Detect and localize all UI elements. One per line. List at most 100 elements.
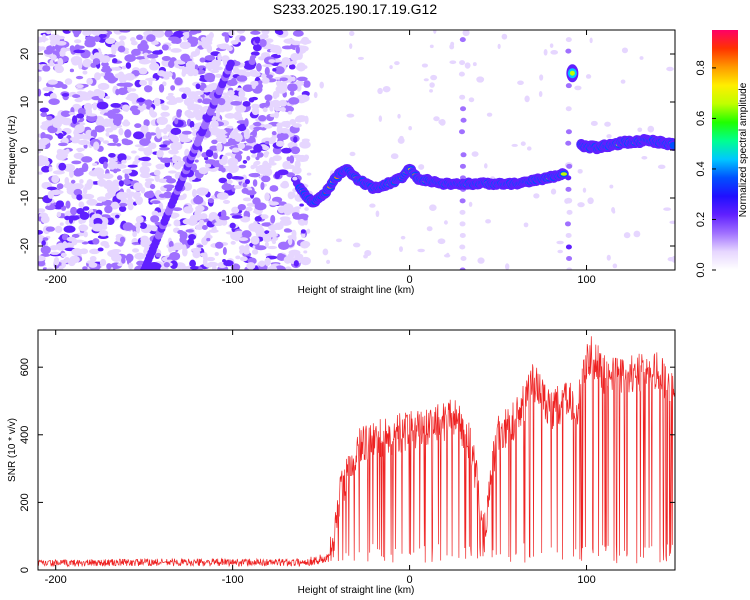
spectral-blob — [418, 164, 425, 170]
spectral-blob — [400, 235, 406, 240]
spectral-blob — [158, 178, 169, 184]
spectral-blob — [73, 31, 80, 38]
x-tick-label: -200 — [45, 574, 67, 586]
spectral-blob — [429, 44, 434, 49]
spectral-blob — [272, 155, 282, 162]
spectral-blob — [236, 30, 246, 34]
x-tick-label: -200 — [45, 274, 67, 286]
spectral-blob — [179, 231, 188, 241]
spectral-blob — [107, 161, 119, 170]
y-tick-label: 0 — [19, 567, 31, 573]
spectral-blob — [56, 40, 67, 46]
spectral-blob — [145, 131, 152, 141]
spectral-blob — [168, 170, 177, 174]
spectral-blob — [93, 223, 103, 227]
spectral-blob — [93, 35, 101, 42]
spectral-blob — [251, 80, 259, 87]
spectral-blob — [165, 124, 172, 132]
spectral-blob — [241, 230, 252, 239]
spectral-blob — [565, 232, 572, 238]
spectral-blob — [251, 172, 261, 178]
spectral-blob — [300, 256, 311, 266]
spectral-blob — [458, 71, 465, 77]
spectral-blob — [264, 241, 269, 248]
spectral-blob — [606, 134, 612, 139]
spectral-blob — [225, 128, 232, 133]
spectral-blob — [153, 169, 161, 176]
spectral-blob — [125, 253, 134, 263]
spectral-blob — [71, 183, 84, 190]
spectral-blob — [202, 44, 210, 49]
spectral-blob — [83, 231, 88, 238]
spectral-blob — [264, 192, 270, 202]
spectral-blob — [287, 237, 293, 246]
spectral-blob — [231, 215, 243, 219]
spectral-blob — [68, 111, 76, 116]
spectral-blob — [149, 62, 160, 71]
spectral-blob — [259, 38, 267, 48]
spectral-blob — [211, 66, 224, 71]
spectral-blob — [102, 173, 114, 179]
spectral-blob — [161, 105, 170, 111]
spectral-blob — [349, 30, 355, 36]
spectral-blob — [577, 168, 583, 174]
spectral-blob — [319, 81, 324, 89]
spectral-blob — [93, 52, 101, 58]
spectral-blob — [69, 169, 74, 178]
colorbar-tick-label: 0.8 — [695, 60, 707, 75]
spectral-blob — [151, 41, 159, 45]
spectral-blob — [169, 260, 178, 270]
spectral-blob — [390, 153, 399, 160]
spectral-blob — [75, 84, 84, 89]
spectral-blob — [158, 49, 163, 55]
spectral-blob — [439, 119, 446, 126]
spectral-blob — [46, 267, 54, 270]
spectral-blob — [280, 120, 289, 128]
spectral-blob — [565, 48, 572, 54]
spectral-blob — [306, 228, 311, 234]
spectral-blob — [505, 263, 510, 270]
spectral-blob — [283, 256, 292, 264]
spectral-blob — [138, 67, 148, 75]
y-tick-label: 10 — [19, 96, 31, 108]
spectral-blob — [220, 209, 227, 218]
spectral-blob — [96, 101, 109, 110]
spectral-blob — [204, 87, 214, 92]
spectral-blob — [198, 167, 209, 175]
spectral-blob — [298, 94, 310, 103]
spectral-blob — [251, 249, 259, 255]
spectral-blob — [105, 132, 110, 137]
spectral-blob — [229, 222, 236, 229]
spectral-blob — [253, 121, 262, 127]
spectral-blob — [117, 45, 126, 53]
spectral-blob — [149, 184, 156, 190]
spectral-blob — [426, 226, 433, 232]
spectral-blob — [230, 40, 239, 45]
spectral-blob — [269, 185, 279, 192]
spectral-blob — [77, 45, 85, 49]
spectral-blob — [55, 35, 65, 40]
spectral-blob — [269, 136, 277, 143]
spectral-blob — [565, 186, 572, 192]
spectral-blob — [226, 125, 234, 129]
spectral-blob — [98, 230, 109, 237]
spectral-blob — [131, 48, 141, 56]
spectral-blob — [119, 202, 128, 207]
spectral-blob — [243, 131, 251, 140]
spectral-blob — [78, 201, 85, 209]
spectral-blob — [276, 132, 289, 141]
spectral-blob — [460, 106, 467, 112]
spectral-blob — [260, 214, 269, 220]
spectral-blob — [269, 106, 274, 112]
spectral-blob — [275, 91, 280, 98]
spectral-blob — [74, 124, 85, 134]
spectral-blob — [71, 248, 83, 256]
spectral-blob — [485, 219, 492, 224]
spectral-blob — [294, 253, 304, 260]
spectral-blob — [47, 190, 54, 199]
spectral-blob — [294, 159, 301, 169]
spectral-blob — [204, 72, 216, 82]
spectral-blob — [83, 102, 93, 111]
spectral-blob — [189, 266, 199, 270]
